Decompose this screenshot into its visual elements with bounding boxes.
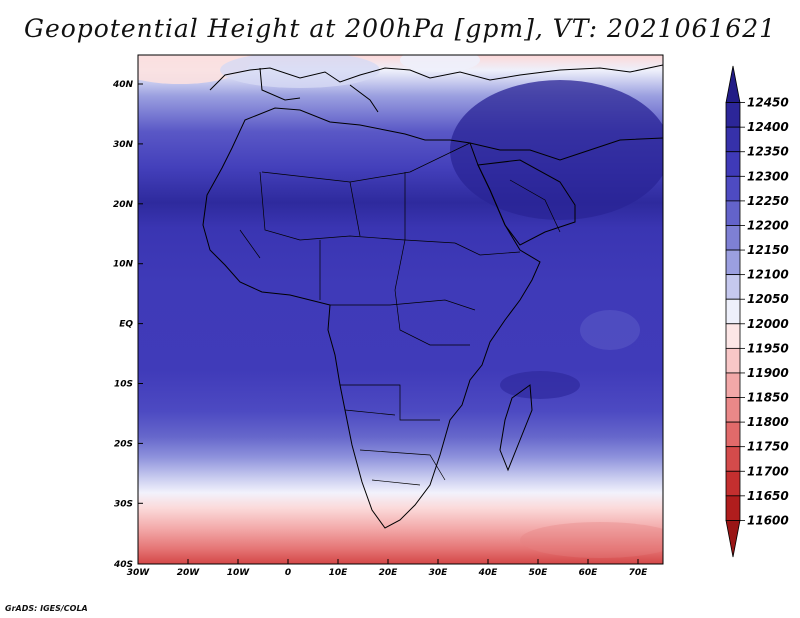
colorbar-level-label: 12300: [747, 169, 789, 183]
colorbar-swatch: [725, 175, 741, 202]
colorbar: 12450 12400 12350 12300 12250 12200 12150 12100…: [725, 65, 789, 558]
colorbar-swatch: [725, 470, 741, 497]
colorbar-level-label: 11650: [747, 489, 789, 503]
lon-tick-label: 60E: [579, 568, 599, 578]
colorbar-level-label: 12200: [747, 218, 789, 232]
map-frame: [137, 54, 664, 565]
lat-tick-label: 10S: [114, 380, 133, 390]
lon-tick-label: 30E: [429, 568, 449, 578]
colorbar-level-label: 12150: [747, 243, 789, 257]
colorbar-swatch: [725, 347, 741, 374]
lon-tick-label: 30W: [127, 568, 151, 578]
eastern-med-anomaly: [400, 55, 480, 72]
lat-tick-label: EQ: [119, 320, 133, 330]
madagascar-anomaly: [500, 371, 580, 399]
colorbar-level-label: 12100: [747, 268, 789, 282]
lon-tick-label: 10E: [329, 568, 349, 578]
lon-tick-label: 70E: [629, 568, 649, 578]
colorbar-swatch: [725, 298, 741, 325]
chart-title: Geopotential Height at 200hPa [gpm], VT:…: [23, 14, 777, 43]
lat-tick-label: 20N: [113, 200, 134, 210]
lat-tick-label: 20S: [114, 439, 133, 449]
lat-tick-label: 10N: [113, 260, 134, 270]
colorbar-level-label: 12250: [747, 194, 789, 208]
lon-tick-label: 20E: [379, 568, 399, 578]
colorbar-swatch: [725, 274, 741, 300]
colorbar-level-label: 11600: [747, 513, 789, 527]
country-borders: [239, 142, 561, 486]
lon-tick-label: 50E: [529, 568, 549, 578]
colorbar-swatch: [725, 225, 741, 251]
colorbar-swatch: [725, 446, 741, 472]
colorbar-level-label: 12350: [747, 145, 789, 159]
lat-tick-label: 40N: [112, 80, 134, 90]
colorbar-swatch: [725, 102, 741, 128]
lat-tick-label: 40S: [113, 560, 133, 570]
colorbar-level-label: 11900: [747, 366, 789, 380]
colorbar-level-label: 12450: [747, 96, 789, 110]
lat-tick-label: 30N: [113, 140, 134, 150]
lon-tick-label: 40E: [478, 568, 499, 578]
colorbar-level-label: 12000: [747, 317, 789, 331]
colorbar-swatch: [725, 249, 741, 276]
colorbar-level-label: 11950: [747, 341, 789, 355]
latitude-axis: 40N 30N 20N 10N EQ 10S 20S 30S 40S: [112, 80, 143, 570]
colorbar-swatch: [725, 421, 741, 448]
colorbar-swatch: [725, 397, 741, 423]
lon-tick-label: 0: [285, 568, 291, 578]
colorbar-level-label: 11700: [747, 464, 789, 478]
colorbar-level-label: 11800: [747, 415, 789, 429]
colorbar-swatch: [725, 126, 741, 153]
lon-tick-label: 20W: [177, 568, 201, 578]
southern-ocean-anomaly: [520, 522, 663, 558]
europe-trough-anomaly: [220, 55, 380, 88]
colorbar-swatch: [725, 495, 741, 521]
arabian-high-anomaly: [450, 80, 663, 220]
north-atlantic-low-anomaly: [138, 55, 250, 84]
colorbar-swatch: [725, 200, 741, 226]
longitude-axis: 30W 20W 10W 0 10E 20E 30E 40E 50E 60E 70E: [127, 559, 648, 578]
colorbar-level-label: 12050: [747, 292, 789, 306]
lat-tick-label: 30S: [114, 499, 133, 509]
grads-credit: GrADS: IGES/COLA: [5, 604, 88, 613]
colorbar-level-label: 11850: [747, 391, 789, 405]
coastlines: [202, 64, 663, 529]
indian-ocean-anomaly: [580, 310, 640, 350]
colorbar-bottom-arrow: [725, 520, 741, 558]
colorbar-level-label: 12400: [747, 120, 789, 134]
colorbar-top-arrow: [725, 65, 741, 103]
colorbar-level-label: 11750: [747, 440, 789, 454]
colorbar-swatch: [725, 323, 741, 349]
colorbar-swatch: [725, 372, 741, 398]
colorbar-swatch: [725, 151, 741, 177]
lon-tick-label: 10W: [227, 568, 251, 578]
